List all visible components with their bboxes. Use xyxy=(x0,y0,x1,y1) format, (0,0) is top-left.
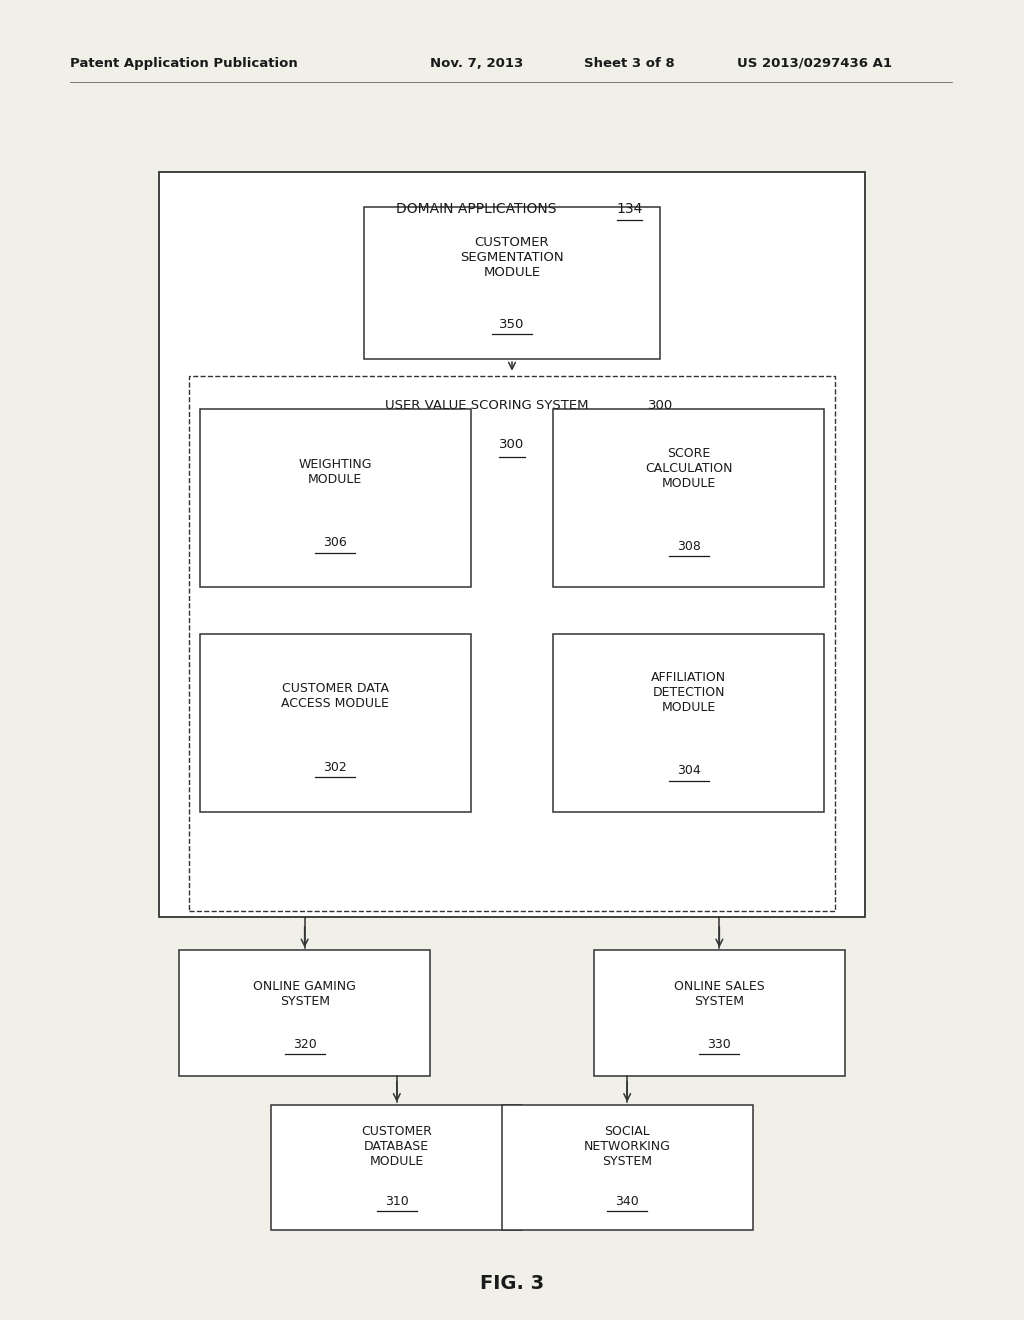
Text: 350: 350 xyxy=(500,318,524,330)
Text: US 2013/0297436 A1: US 2013/0297436 A1 xyxy=(737,57,892,70)
Text: SOCIAL
NETWORKING
SYSTEM: SOCIAL NETWORKING SYSTEM xyxy=(584,1125,671,1168)
Text: CUSTOMER DATA
ACCESS MODULE: CUSTOMER DATA ACCESS MODULE xyxy=(282,682,389,710)
Bar xyxy=(200,634,471,812)
Text: 134: 134 xyxy=(616,202,643,215)
Bar xyxy=(179,950,430,1076)
Bar xyxy=(502,1105,753,1230)
Text: WEIGHTING
MODULE: WEIGHTING MODULE xyxy=(299,458,372,486)
Text: 340: 340 xyxy=(615,1195,639,1208)
Bar xyxy=(189,376,835,911)
Text: 300: 300 xyxy=(500,438,524,451)
Text: USER VALUE SCORING SYSTEM: USER VALUE SCORING SYSTEM xyxy=(385,399,588,412)
Text: AFFILIATION
DETECTION
MODULE: AFFILIATION DETECTION MODULE xyxy=(651,671,726,714)
Text: ONLINE SALES
SYSTEM: ONLINE SALES SYSTEM xyxy=(674,981,765,1008)
Text: 302: 302 xyxy=(324,760,347,774)
Bar xyxy=(364,207,660,359)
Text: 306: 306 xyxy=(324,536,347,549)
Text: 330: 330 xyxy=(708,1038,731,1051)
Text: 304: 304 xyxy=(677,764,700,777)
Text: 308: 308 xyxy=(677,540,700,553)
Text: FIG. 3: FIG. 3 xyxy=(480,1274,544,1292)
Bar xyxy=(594,950,845,1076)
Bar xyxy=(200,409,471,587)
Text: SCORE
CALCULATION
MODULE: SCORE CALCULATION MODULE xyxy=(645,446,732,490)
Text: Sheet 3 of 8: Sheet 3 of 8 xyxy=(584,57,675,70)
Text: ONLINE GAMING
SYSTEM: ONLINE GAMING SYSTEM xyxy=(253,981,356,1008)
Text: Patent Application Publication: Patent Application Publication xyxy=(70,57,297,70)
Text: CUSTOMER
SEGMENTATION
MODULE: CUSTOMER SEGMENTATION MODULE xyxy=(460,236,564,279)
Bar xyxy=(159,172,865,917)
Text: 320: 320 xyxy=(293,1038,316,1051)
Text: CUSTOMER
DATABASE
MODULE: CUSTOMER DATABASE MODULE xyxy=(361,1125,432,1168)
Text: 300: 300 xyxy=(648,399,673,412)
Bar xyxy=(553,409,824,587)
Bar xyxy=(271,1105,522,1230)
Bar xyxy=(553,634,824,812)
Text: DOMAIN APPLICATIONS: DOMAIN APPLICATIONS xyxy=(396,202,556,215)
Text: 310: 310 xyxy=(385,1195,409,1208)
Text: Nov. 7, 2013: Nov. 7, 2013 xyxy=(430,57,523,70)
